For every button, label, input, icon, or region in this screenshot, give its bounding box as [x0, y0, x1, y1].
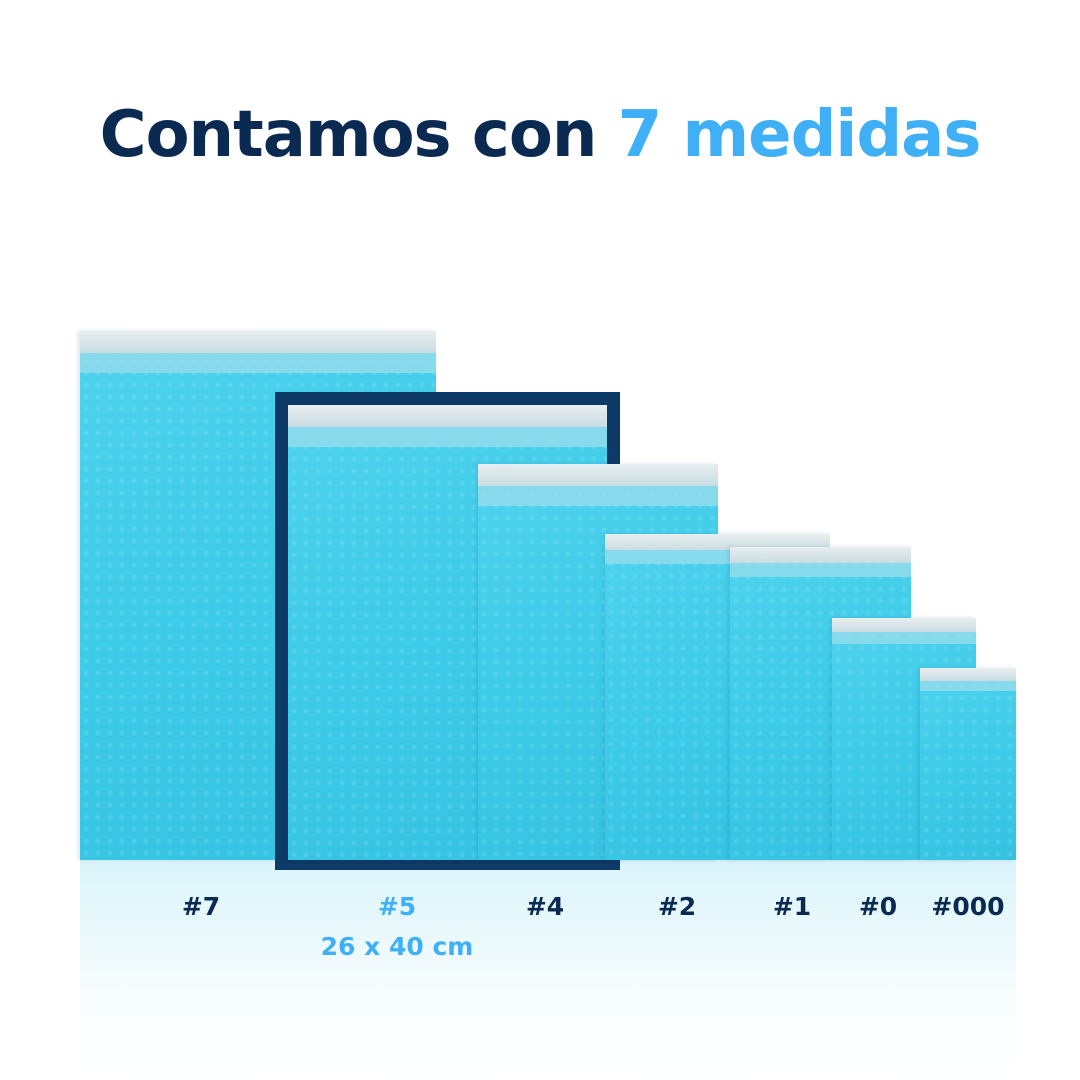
- size-label-000: #000: [931, 892, 1005, 921]
- size-label-1: #1: [772, 892, 812, 921]
- size-label-5: #5: [377, 892, 417, 921]
- title-highlight: 7 medidas: [617, 98, 982, 172]
- size-label-0: #0: [858, 892, 898, 921]
- envelope-000: [920, 668, 1016, 860]
- size-label-7: #7: [181, 892, 221, 921]
- size-dimensions-5: 26 x 40 cm: [320, 932, 474, 961]
- title-prefix: Contamos con: [99, 98, 598, 172]
- size-label-4: #4: [525, 892, 565, 921]
- floor-reflection: [80, 860, 1016, 1080]
- page-title: Contamos con 7 medidas: [0, 98, 1080, 172]
- size-label-2: #2: [657, 892, 697, 921]
